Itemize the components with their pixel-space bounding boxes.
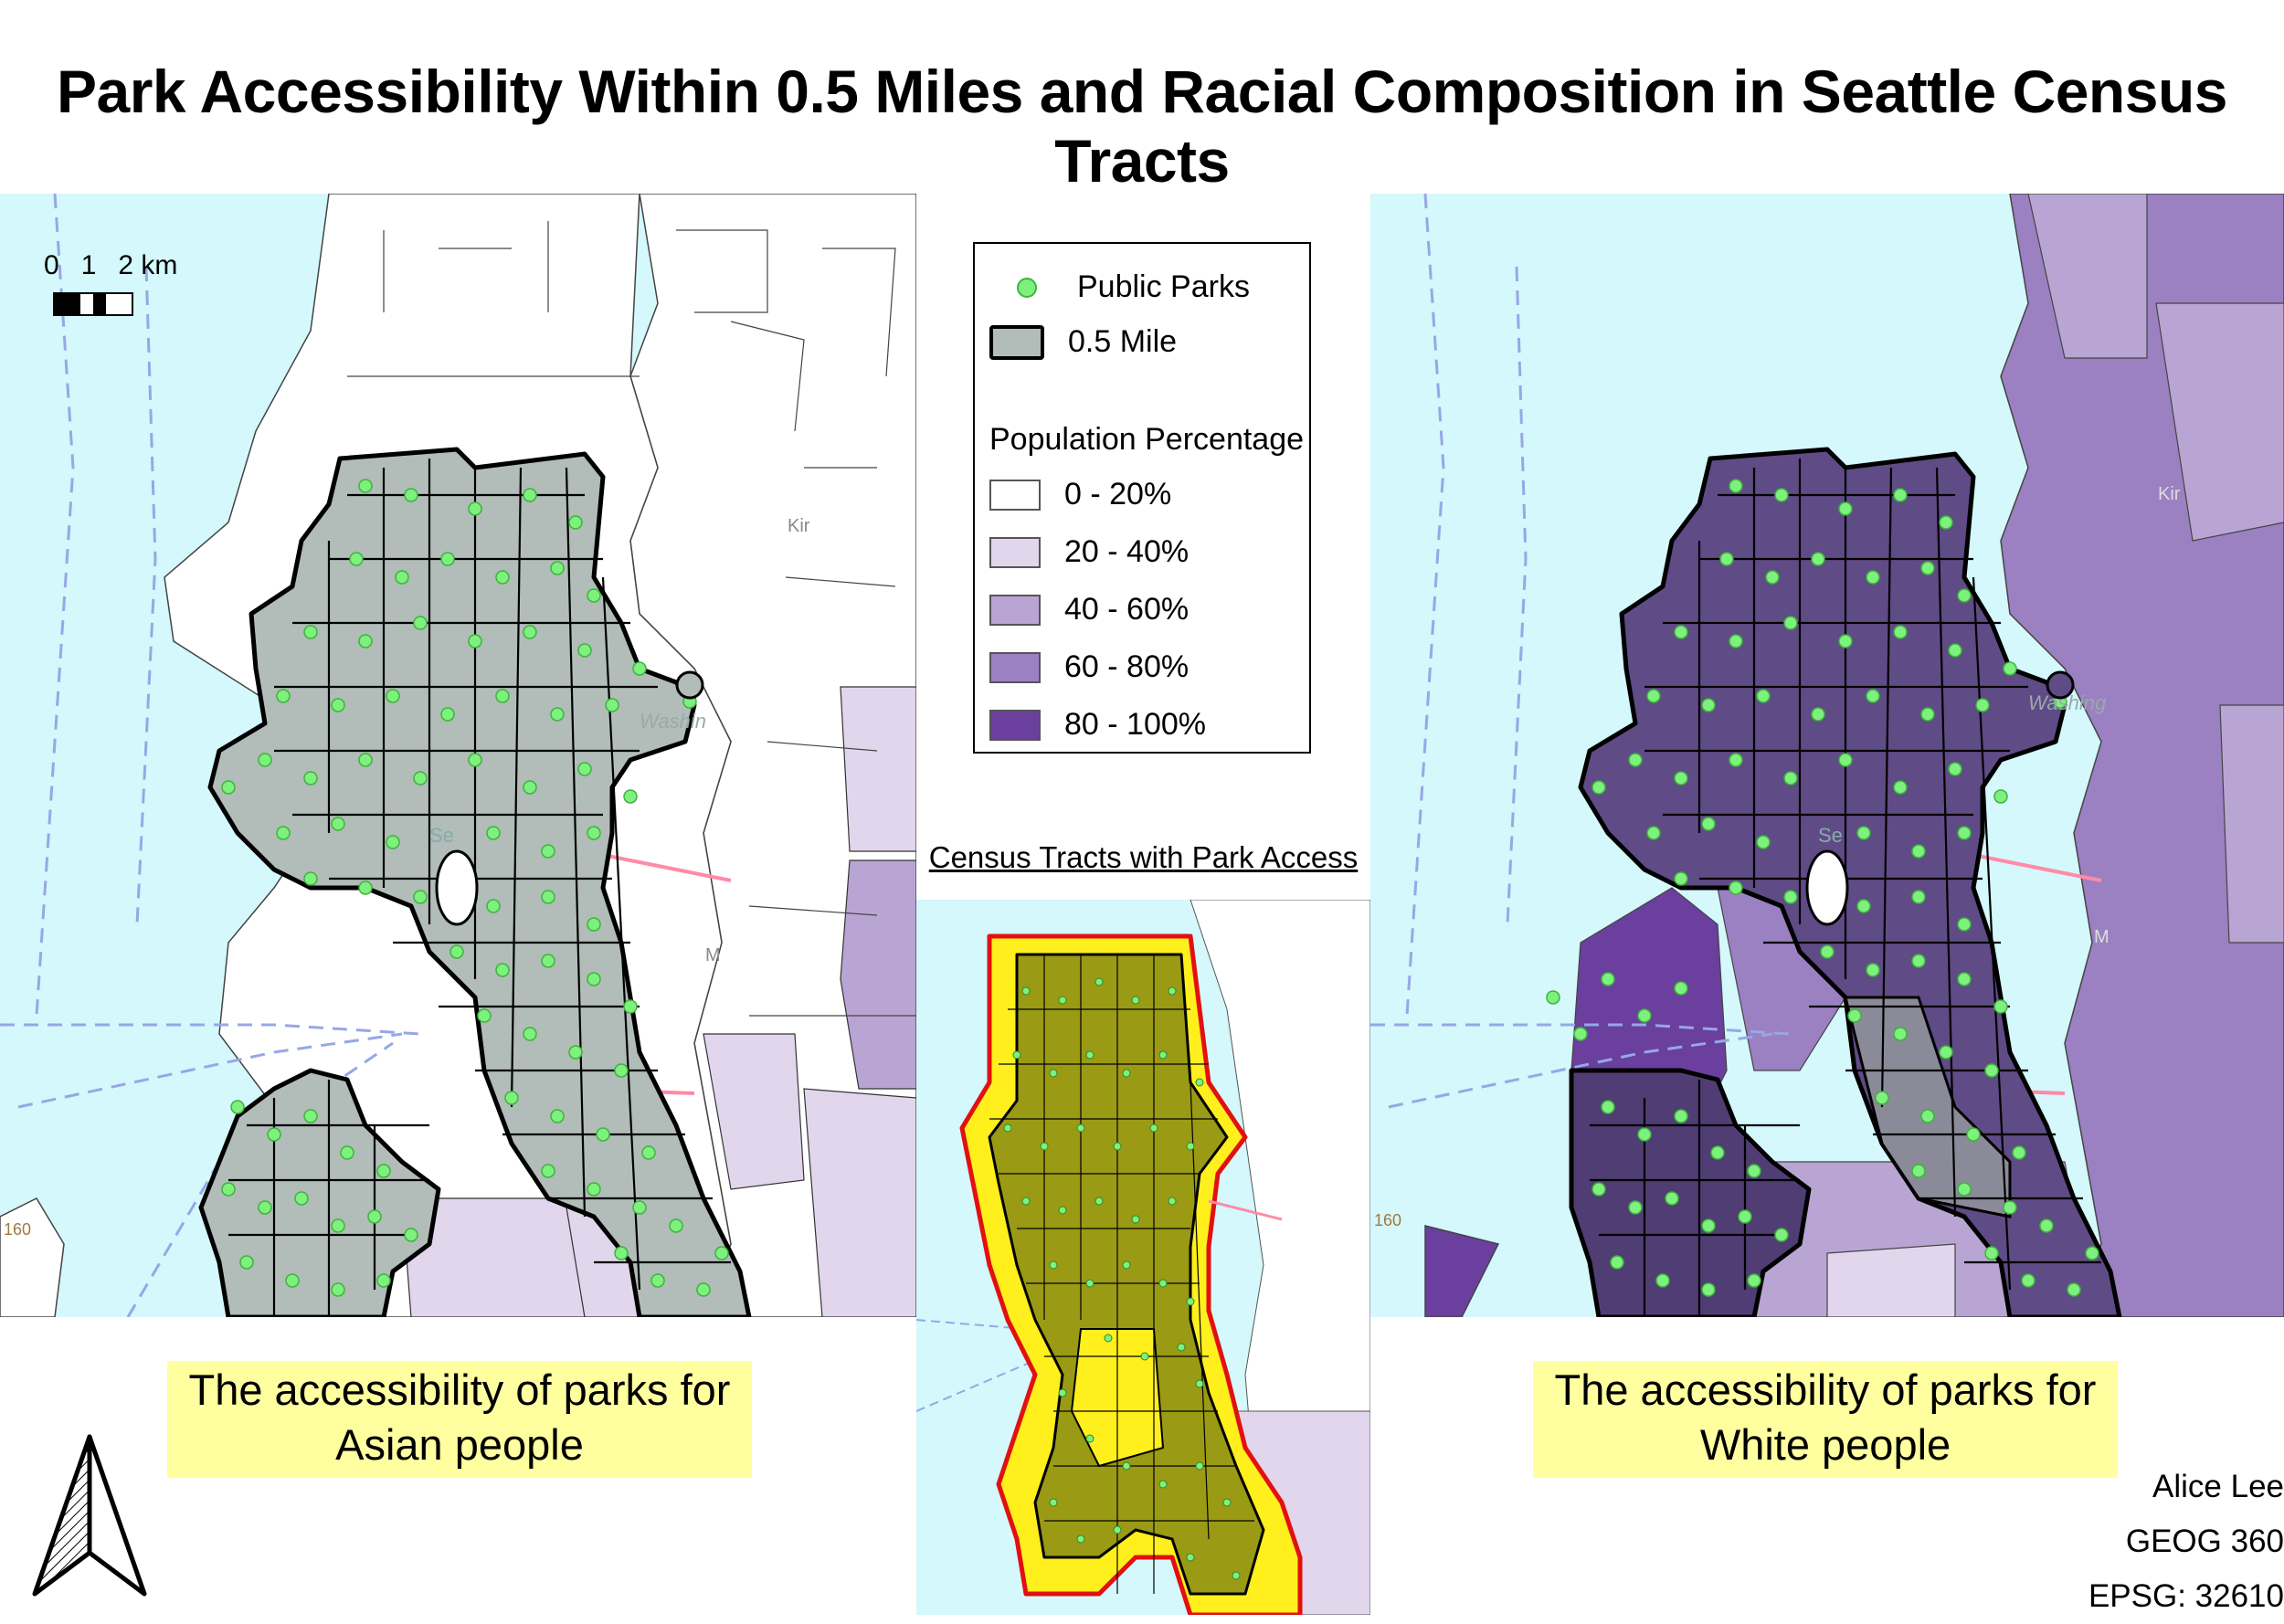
projection-code: EPSG: 32610 — [2088, 1578, 2284, 1614]
legend-swatch-icon — [989, 709, 1041, 741]
lake-union — [435, 849, 479, 926]
scale-label-0: 0 — [44, 250, 59, 280]
legend-class-4: 80 - 100% — [989, 707, 1206, 743]
inset-title: Census Tracts with Park Access — [928, 840, 1359, 874]
legend-class-label: 40 - 60% — [1064, 592, 1190, 627]
legend-population-heading: Population Percentage — [989, 422, 1305, 457]
legend-buffer-label: 0.5 Mile — [1068, 324, 1178, 359]
map-legend: Public Parks 0.5 Mile Population Percent… — [973, 242, 1311, 754]
page-title: Park Accessibility Within 0.5 Miles and … — [57, 58, 2227, 195]
vashon-island — [0, 1197, 65, 1317]
legend-class-0: 0 - 20% — [989, 477, 1171, 512]
basemap-label: Washin — [640, 710, 706, 733]
legend-class-label: 80 - 100% — [1064, 707, 1206, 742]
caption-line: The accessibility of parks for — [1554, 1366, 2097, 1414]
inset-map-canvas — [916, 900, 1370, 1615]
inset-map-park-access[interactable] — [916, 900, 1370, 1615]
legend-swatch-icon — [989, 594, 1041, 626]
park-buffer-south — [198, 1068, 441, 1317]
course-code: GEOG 360 — [2125, 1524, 2284, 1559]
vashon-island — [1424, 1225, 1500, 1317]
scale-bar: 0 1 2 km — [44, 250, 178, 316]
east-tracts — [401, 686, 916, 1317]
basemap-label: Se — [429, 824, 454, 847]
basemap-label: Kir — [788, 516, 810, 536]
legend-class-label: 20 - 40% — [1064, 534, 1190, 569]
white-tracts-south — [1569, 1068, 1812, 1317]
map-asian-population[interactable]: Kir Washin Se M 160 0 1 2 km — [0, 194, 916, 1317]
legend-swatch-icon — [989, 536, 1041, 568]
park-points — [221, 479, 729, 1297]
caption-line: The accessibility of parks for — [188, 1366, 731, 1414]
basemap-label: M — [705, 945, 721, 965]
buffer-tract-lines — [228, 459, 731, 1317]
legend-buffer: 0.5 Mile — [989, 324, 1177, 360]
author-name: Alice Lee — [2152, 1469, 2284, 1504]
caption-line: Asian people — [335, 1420, 584, 1469]
legend-swatch-icon — [989, 651, 1041, 683]
map-white-canvas: Kir Washing Se M 160 — [1370, 194, 2284, 1317]
park-point-icon — [1017, 277, 1037, 298]
basemap-label: Kir — [2158, 484, 2181, 504]
basemap-label: Se — [1818, 824, 1843, 847]
basemap-label: M — [2094, 927, 2110, 947]
north-arrow-icon — [26, 1429, 153, 1608]
basemap-label: Washing — [2028, 691, 2107, 714]
legend-class-1: 20 - 40% — [989, 534, 1189, 570]
legend-class-label: 0 - 20% — [1064, 477, 1172, 511]
ferry-routes — [1370, 194, 1792, 1109]
scale-bar-graphic — [53, 292, 133, 316]
caption-line: White people — [1699, 1420, 1951, 1469]
caption-asian: The accessibility of parks for Asian peo… — [167, 1361, 752, 1478]
map-credits: Alice Lee GEOG 360 EPSG: 32610 — [2088, 1460, 2284, 1624]
caption-white: The accessibility of parks for White peo… — [1533, 1361, 2118, 1478]
buffer-tract-lines — [1590, 459, 2101, 1317]
buffer-swatch-icon — [989, 324, 1044, 360]
map-white-population[interactable]: Kir Washing Se M 160 — [1370, 194, 2284, 1317]
basemap-label: 160 — [4, 1220, 31, 1239]
scale-label-1: 1 — [80, 250, 97, 280]
legend-parks: Public Parks — [989, 269, 1250, 305]
park-points — [1546, 479, 2099, 1297]
legend-swatch-icon — [989, 479, 1041, 511]
legend-class-label: 60 - 80% — [1064, 649, 1190, 684]
map-asian-canvas: Kir Washin Se M 160 — [0, 194, 916, 1317]
legend-parks-label: Public Parks — [1077, 269, 1250, 304]
tract-lines — [347, 221, 916, 1017]
legend-class-2: 40 - 60% — [989, 592, 1189, 627]
basemap-label: 160 — [1374, 1211, 1401, 1229]
legend-class-3: 60 - 80% — [989, 649, 1189, 685]
scale-label-2: 2 km — [118, 250, 178, 280]
